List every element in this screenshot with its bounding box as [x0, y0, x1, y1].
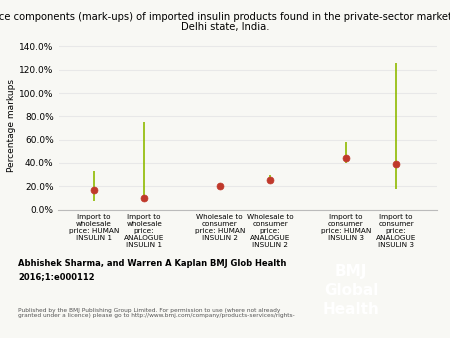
- Text: 2016;1:e000112: 2016;1:e000112: [18, 272, 94, 281]
- Text: Global: Global: [324, 283, 378, 298]
- Text: BMJ: BMJ: [335, 264, 367, 279]
- Text: Price components (mark-ups) of imported insulin products found in the private-se: Price components (mark-ups) of imported …: [0, 12, 450, 22]
- Text: Published by the BMJ Publishing Group Limited. For permission to use (where not : Published by the BMJ Publishing Group Li…: [18, 308, 295, 318]
- Text: Abhishek Sharma, and Warren A Kaplan BMJ Glob Health: Abhishek Sharma, and Warren A Kaplan BMJ…: [18, 259, 286, 268]
- Text: Health: Health: [323, 302, 379, 317]
- Y-axis label: Percentage markups: Percentage markups: [7, 78, 16, 172]
- Text: Delhi state, India.: Delhi state, India.: [181, 22, 269, 32]
